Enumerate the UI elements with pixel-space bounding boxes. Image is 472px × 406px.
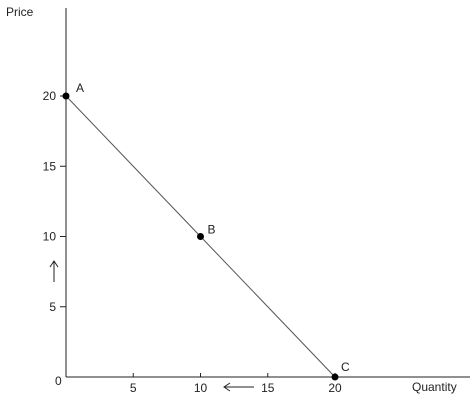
axes: [65, 8, 470, 378]
point-label-b: B: [208, 223, 216, 237]
point-b: [197, 233, 204, 240]
x-tick-label: 5: [130, 381, 137, 395]
y-tick-label: 15: [43, 159, 57, 173]
arrow-annotations: [49, 260, 254, 392]
point-label-c: C: [341, 360, 350, 374]
origin-label: 0: [55, 374, 62, 388]
x-tick-label: 20: [328, 381, 342, 395]
x-tick-label: 10: [194, 381, 208, 395]
x-ticks: 5 10 15 20: [130, 373, 342, 395]
y-tick-label: 20: [43, 89, 57, 103]
y-tick-label: 10: [43, 230, 57, 244]
points-layer: A B C: [62, 81, 350, 381]
up-arrow-annotation: [49, 260, 59, 282]
left-arrow-annotation: [223, 382, 254, 392]
x-tick-label: 15: [261, 381, 275, 395]
point-a: [62, 92, 70, 100]
point-c: [331, 373, 339, 381]
point-label-a: A: [76, 81, 84, 95]
y-axis-label: Price: [6, 5, 34, 19]
x-axis-label: Quantity: [412, 380, 457, 394]
y-tick-label: 5: [49, 300, 56, 314]
